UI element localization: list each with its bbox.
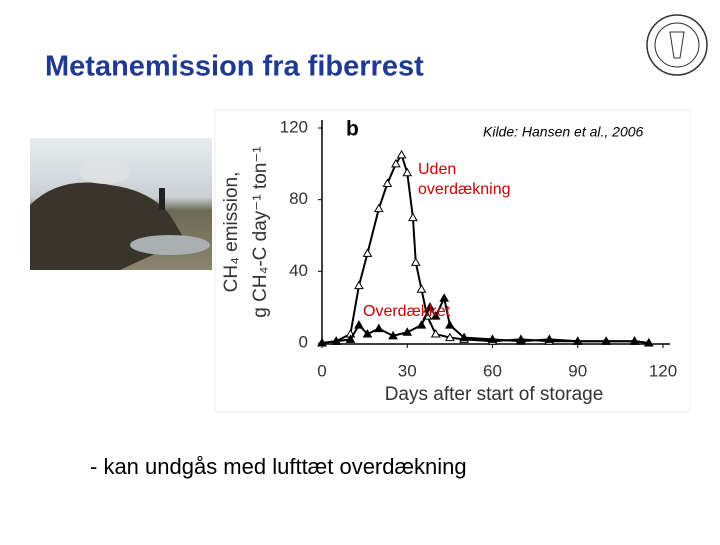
marker <box>354 320 364 329</box>
logo <box>646 14 708 76</box>
x-tick-label: 0 <box>317 361 326 380</box>
marker <box>408 212 418 222</box>
y-tick-label: 40 <box>289 261 308 280</box>
y-axis-label: CH₄ emission, <box>221 172 242 293</box>
marker <box>416 320 427 329</box>
series-label: overdækning <box>418 181 511 198</box>
marker <box>317 337 327 347</box>
marker <box>362 248 373 257</box>
x-tick-label: 60 <box>483 361 502 380</box>
marker <box>382 178 393 188</box>
y-tick-label: 80 <box>289 189 308 208</box>
marker <box>373 323 384 333</box>
y-tick-label: 0 <box>299 332 308 351</box>
marker <box>396 149 407 159</box>
y-axis-label: g CH₄-C day⁻¹ ton⁻¹ <box>250 146 271 317</box>
marker <box>445 332 455 342</box>
marker <box>362 329 373 338</box>
source-note: Kilde: Hansen et al., 2006 <box>483 124 644 140</box>
marker <box>345 334 356 343</box>
marker <box>487 334 498 343</box>
series-label: Overdækket <box>363 303 451 320</box>
x-tick-label: 90 <box>568 361 587 380</box>
series-label: Uden <box>418 161 456 178</box>
marker <box>544 334 555 343</box>
y-tick-label: 120 <box>280 117 308 136</box>
marker <box>445 320 455 329</box>
panel-label: b <box>346 118 359 141</box>
marker <box>416 284 427 293</box>
marker <box>516 336 526 345</box>
marker <box>629 336 640 345</box>
marker <box>459 332 469 342</box>
x-axis-label: Days after start of storage <box>385 384 604 405</box>
marker <box>601 336 612 345</box>
marker <box>402 327 413 336</box>
marker <box>643 337 654 347</box>
marker <box>410 257 421 266</box>
marker <box>430 329 441 338</box>
marker <box>425 302 435 311</box>
x-tick-label: 30 <box>398 361 417 380</box>
marker <box>331 336 342 345</box>
marker <box>391 158 401 168</box>
marker <box>388 330 398 340</box>
slide-title: Metanemission fra fiberrest <box>45 51 424 83</box>
photo <box>30 138 212 270</box>
marker <box>373 203 384 213</box>
series-line <box>321 152 649 344</box>
bullet: - kan undgås med lufttæt overdækning <box>90 454 467 479</box>
marker <box>430 311 441 320</box>
marker <box>354 280 364 290</box>
marker <box>439 293 450 302</box>
marker <box>572 336 583 345</box>
marker <box>402 167 413 177</box>
chart-frame <box>214 109 691 413</box>
x-tick-label: 120 <box>649 361 677 380</box>
